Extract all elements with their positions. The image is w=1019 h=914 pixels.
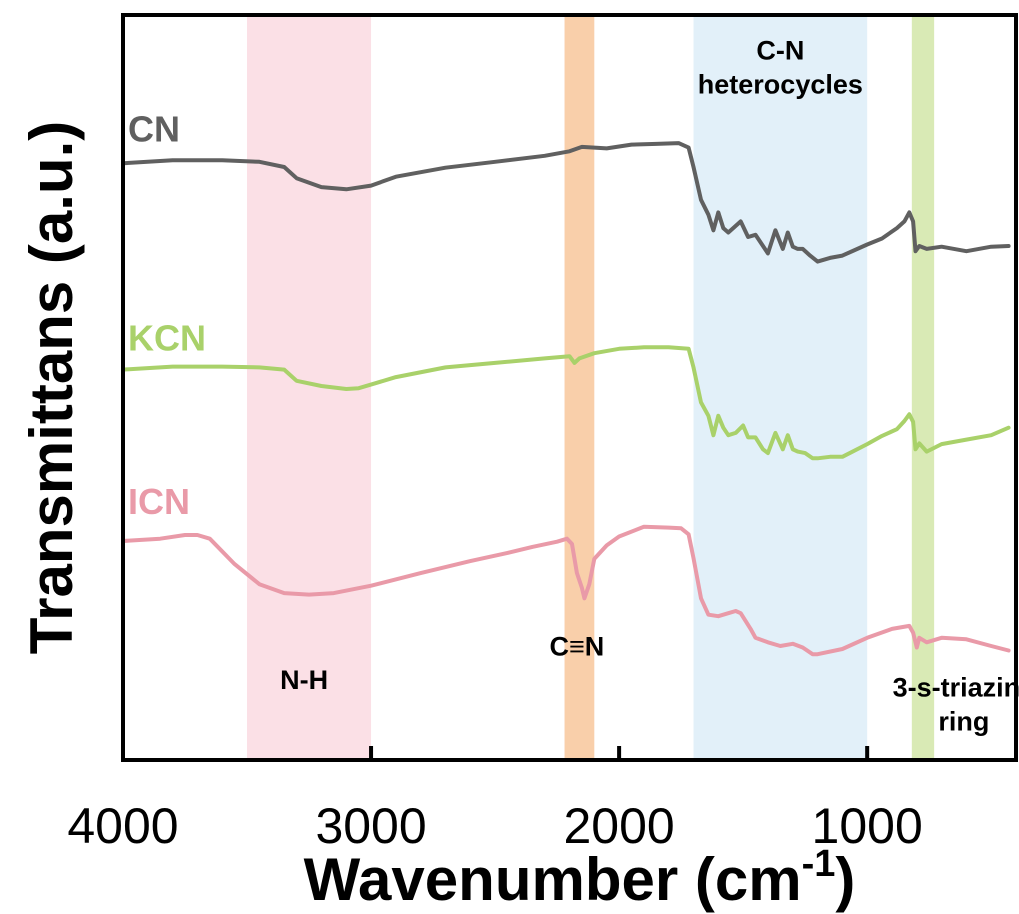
region-label-line: heterocycles (698, 70, 863, 100)
series-label-icn: ICN (128, 481, 190, 522)
x-tick-label: 1000 (812, 798, 923, 854)
region-label-n-h: N-H (280, 665, 328, 695)
region-label-line: C≡N (550, 632, 605, 662)
x-axis-title-superscript: -1 (802, 843, 836, 885)
series-line-kcn (121, 345, 1011, 461)
region-label-line: C-N (756, 36, 804, 66)
series-label-kcn: KCN (128, 317, 206, 358)
region-label-3-s-triazine-ring: 3-s-triazine ring (893, 673, 1019, 737)
region-c-n-heterocycles (693, 15, 868, 760)
series-line-cn (121, 141, 1011, 264)
x-axis-ticks: 4000 3000 2000 1000 (67, 746, 923, 854)
y-axis-title: Transmittans (a.u.) (18, 121, 85, 654)
x-axis-title-main: Wavenumber (cm (304, 846, 802, 913)
region-3-s-triazine-ring (911, 15, 935, 760)
region-label-c-n-heterocycles: C-N heterocycles (698, 36, 863, 100)
x-tick-label: 3000 (315, 798, 426, 854)
region-label-c-n: C≡N (550, 632, 605, 662)
region-c-n (564, 15, 595, 760)
region-label-line: 3-s-triazine (893, 673, 1019, 703)
series-label-cn: CN (128, 109, 180, 150)
x-tick-label: 2000 (563, 798, 674, 854)
series-line-icn (121, 524, 1011, 657)
series-lines (121, 141, 1011, 657)
x-axis-title: Wavenumber (cm-1) (304, 843, 856, 913)
annotation-labels: N-H C≡N C-N heterocycles 3-s-triazine ring CN K… (128, 36, 1019, 737)
region-label-line: N-H (280, 665, 328, 695)
region-label-line: ring (938, 707, 989, 737)
plot-frame (121, 13, 1018, 762)
x-tick-label: 4000 (67, 798, 178, 854)
x-axis-title-close: ) (835, 846, 855, 913)
